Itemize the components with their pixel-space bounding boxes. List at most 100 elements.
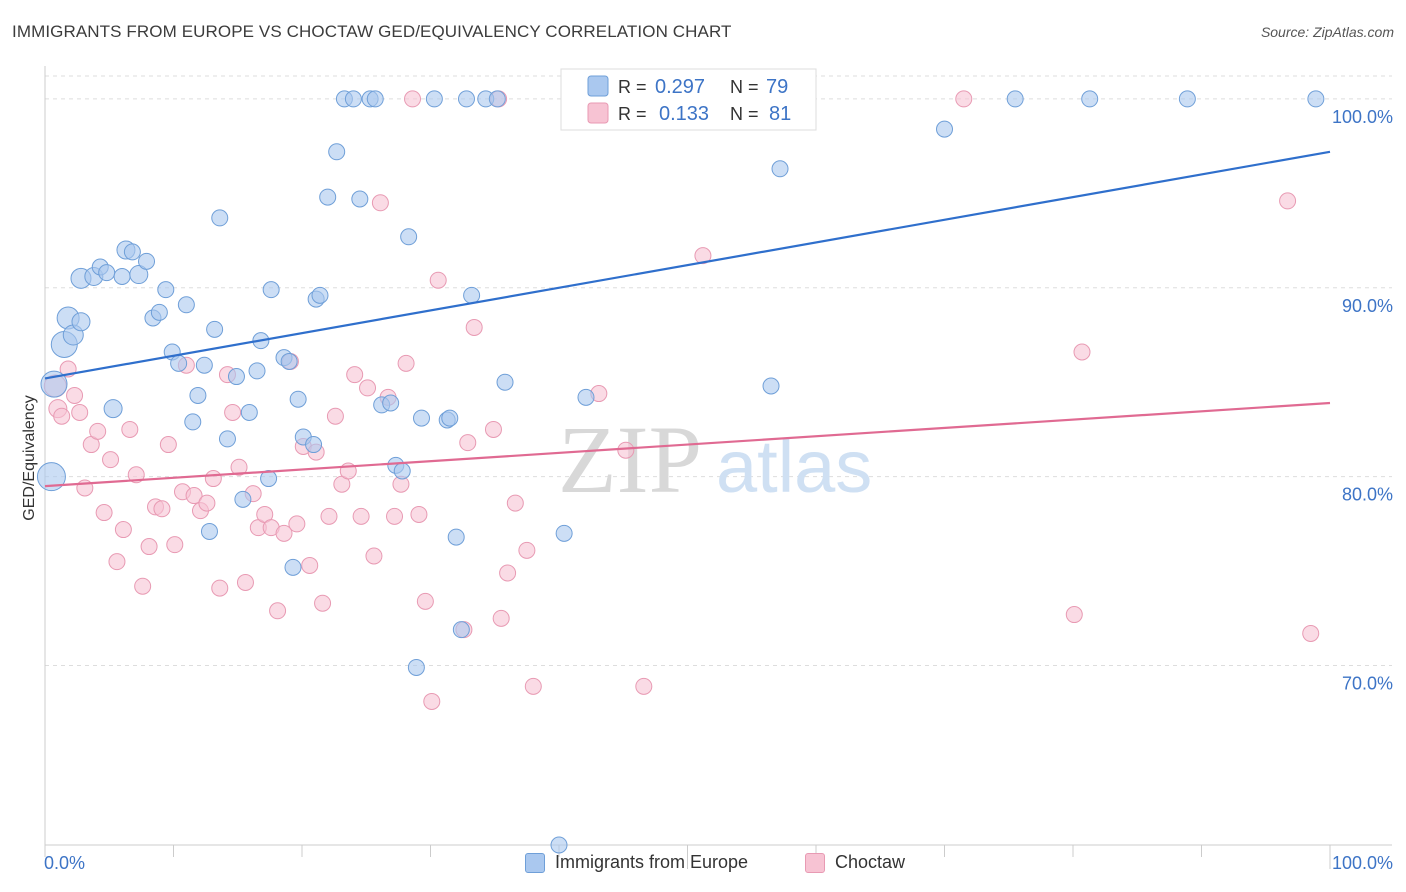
choctaw-point-25 [198,494,216,512]
choctaw-point-19 [159,436,177,454]
choctaw-point-59 [416,592,434,610]
choctaw-point-73 [635,677,653,695]
europe-point-24 [195,356,213,374]
europe-point-22 [184,413,202,431]
europe-trend-line [44,150,1331,380]
europe-point-0 [36,462,66,492]
choctaw-point-68 [506,494,524,512]
choctaw-point-10 [102,451,120,469]
choctaw-point-23 [185,487,203,505]
series-swatch-choctaw [805,852,825,873]
choctaw-point-72 [617,441,635,459]
europe-point-62 [463,286,481,304]
europe-point-64 [488,90,506,108]
choctaw-point-51 [365,547,383,565]
legend-n-value-europe: 79 [766,76,788,98]
choctaw-point-70 [524,677,542,695]
europe-point-53 [393,462,411,480]
europe-point-18 [157,281,175,299]
legend-n-label-choctaw: N = [730,104,759,124]
europe-point-31 [240,403,258,421]
europe-point-20 [170,354,188,372]
stats-legend: R = 0.297 N = 79 R = 0.133 N = 81 [560,68,817,131]
europe-point-44 [319,188,337,206]
europe-point-38 [284,558,302,576]
choctaw-point-74 [694,247,712,265]
choctaw-point-27 [211,579,229,597]
watermark-atlas: atlas [716,425,872,508]
axes [44,66,1392,869]
europe-point-32 [248,362,266,380]
choctaw-point-12 [114,521,132,539]
legend-r-label-choctaw: R = [618,104,647,124]
choctaw-point-48 [346,366,364,384]
europe-point-60 [452,621,470,639]
choctaw-point-43 [314,594,332,612]
choctaw-point-18 [153,500,171,518]
europe-point-71 [771,160,789,178]
europe-point-68 [577,388,595,406]
europe-point-14 [129,265,149,285]
europe-point-29 [227,368,245,386]
choctaw-point-30 [230,458,248,476]
watermark: ZIP atlas [558,406,872,513]
choctaw-point-65 [484,420,502,438]
europe-point-54 [400,228,418,246]
x-tick-label-max: 100.0% [1332,853,1393,873]
europe-point-35 [262,281,280,299]
europe-point-59 [447,528,465,546]
europe-point-10 [103,399,123,419]
choctaw-point-2 [53,407,71,425]
choctaw-point-31 [236,573,254,591]
europe-point-77 [407,658,425,676]
europe-point-43 [311,286,329,304]
series-legend-europe[interactable]: Immigrants from Europe [525,852,748,873]
europe-point-37 [280,352,298,370]
series-legend-choctaw[interactable]: Choctaw [805,852,905,873]
choctaw-point-5 [71,403,89,421]
europe-point-26 [206,320,224,338]
choctaw-point-75 [955,90,973,108]
europe-point-41 [305,436,323,454]
choctaw-point-66 [492,609,510,627]
choctaw-point-76 [1065,606,1083,624]
europe-point-66 [550,836,568,854]
europe-point-67 [555,524,573,542]
europe-point-56 [425,90,443,108]
europe-point-13 [123,243,141,261]
europe-point-21 [177,296,195,314]
choctaw-point-37 [275,524,293,542]
choctaw-point-41 [301,556,319,574]
choctaw-point-8 [89,422,107,440]
choctaw-point-58 [410,505,428,523]
choctaw-point-64 [465,318,483,336]
legend-swatch-europe [587,75,609,97]
trend-lines [44,150,1331,488]
legend-r-value-choctaw: 0.133 [659,103,709,125]
europe-point-39 [289,390,307,408]
choctaw-point-57 [404,90,422,108]
europe-point-74 [1081,90,1099,108]
europe-point-5 [71,312,91,332]
choctaw-trend-line [44,401,1331,488]
europe-point-25 [200,522,218,540]
choctaw-point-16 [140,538,158,556]
choctaw-point-4 [66,386,84,404]
choctaw-point-56 [397,354,415,372]
choctaw-point-77 [1073,343,1091,361]
europe-point-70 [762,377,780,395]
choctaw-point-11 [108,553,126,571]
source-label: Source: ZipAtlas.com [1260,24,1394,40]
choctaw-point-14 [127,466,145,484]
legend-n-value-choctaw: 81 [769,103,791,125]
x-tick-label-min: 0.0% [44,853,85,873]
choctaw-point-54 [386,507,404,525]
series-label-choctaw: Choctaw [835,852,906,872]
europe-point-9 [98,264,116,282]
y-tick-label-1: 90.0% [1342,296,1393,316]
europe-point-55 [413,409,431,427]
y-tick-label-3: 70.0% [1342,674,1393,694]
y-axis-label: GED/Equivalency [21,395,38,520]
choctaw-point-44 [320,507,338,525]
